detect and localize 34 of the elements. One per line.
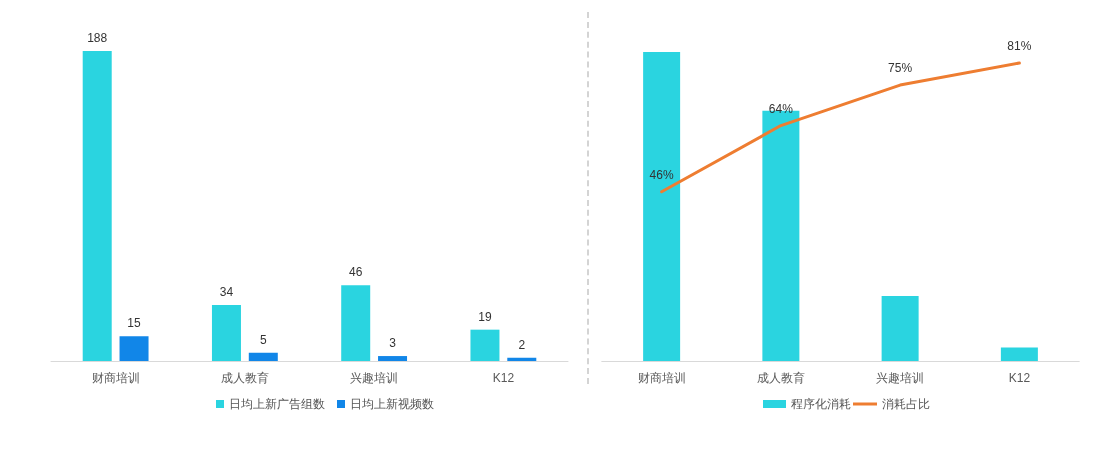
data-label: 2 xyxy=(518,337,526,352)
bar xyxy=(119,336,149,361)
x-tick-label: K12 xyxy=(492,371,515,385)
legend-label: 程序化消耗 xyxy=(791,397,851,411)
x-tick-label: K12 xyxy=(1008,371,1031,385)
bar xyxy=(507,357,537,361)
x-tick-label: 财商培训 xyxy=(91,371,140,385)
x-tick-label: 成人教育 xyxy=(220,371,269,385)
data-label: 75% xyxy=(888,61,913,76)
legend-label: 消耗占比 xyxy=(882,397,930,411)
bar xyxy=(643,52,681,361)
legend-label: 日均上新广告组数 xyxy=(229,397,325,411)
data-label: 46 xyxy=(349,265,363,280)
bar xyxy=(881,296,919,361)
data-label: 188 xyxy=(87,31,108,45)
x-tick-label: 兴趣培训 xyxy=(876,371,925,385)
x-tick-label: 兴趣培训 xyxy=(350,371,399,385)
data-label: 81% xyxy=(1007,39,1032,54)
data-label: 19 xyxy=(478,309,492,324)
data-label: 34 xyxy=(219,284,234,299)
bar xyxy=(1000,347,1038,361)
bar xyxy=(378,356,408,361)
data-label: 5 xyxy=(259,332,267,347)
x-tick-label: 成人教育 xyxy=(756,371,805,385)
bar xyxy=(82,51,112,361)
data-label: 15 xyxy=(127,316,142,331)
bar xyxy=(248,352,278,361)
bar xyxy=(470,329,500,361)
data-label: 3 xyxy=(389,336,397,351)
legend-label: 日均上新视频数 xyxy=(350,397,434,411)
bar xyxy=(211,304,241,361)
x-tick-label: 财商培训 xyxy=(637,371,686,385)
bar xyxy=(341,285,371,361)
data-label: 46% xyxy=(649,167,674,182)
